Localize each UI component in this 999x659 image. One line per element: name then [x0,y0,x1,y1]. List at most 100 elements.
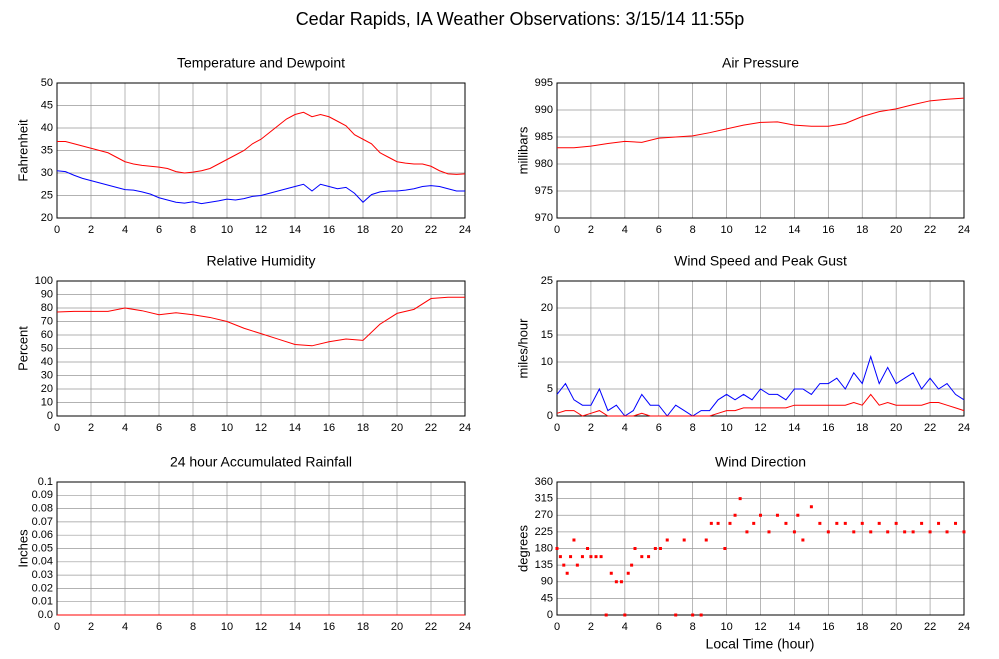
y-tick-label: 30 [41,167,53,179]
x-tick-label: 18 [856,422,868,434]
y-tick-label: 0.06 [32,529,53,541]
x-tick-label: 6 [656,224,662,236]
x-tick-label: 16 [323,224,335,236]
x-tick-label: 4 [622,224,628,236]
x-tick-label: 22 [425,621,437,633]
data-point [653,547,657,550]
x-tick-label: 18 [856,224,868,236]
x-axis-label: Local Time (hour) [706,636,815,652]
x-tick-label: 0 [54,224,60,236]
y-tick-label: 360 [535,476,553,488]
chart-title: 24 hour Accumulated Rainfall [170,454,352,470]
y-tick-label: 10 [541,356,553,368]
x-tick-label: 8 [690,224,696,236]
data-point [928,530,932,534]
x-tick-label: 4 [622,422,628,434]
y-tick-label: 980 [535,158,553,170]
x-tick-label: 2 [88,621,94,633]
x-tick-label: 12 [754,422,766,434]
x-tick-label: 2 [588,422,594,434]
data-point [877,521,881,525]
y-tick-label: 50 [41,77,53,89]
chart-title: Wind Direction [715,454,806,470]
data-point [860,521,864,525]
x-tick-label: 22 [924,224,936,236]
x-tick-label: 16 [822,621,834,633]
data-point [784,521,788,525]
x-tick-label: 10 [221,224,233,236]
data-point [709,521,713,525]
y-tick-label: 40 [41,356,53,368]
x-tick-label: 14 [788,621,800,633]
data-point [775,513,779,517]
x-tick-label: 6 [156,621,162,633]
x-tick-label: 14 [289,422,301,434]
y-tick-label: 990 [535,104,553,116]
x-tick-label: 18 [357,224,369,236]
chart-title: Temperature and Dewpoint [177,55,345,71]
data-point [623,613,627,617]
page-title: Cedar Rapids, IA Weather Observations: 3… [296,9,745,29]
x-tick-label: 14 [289,224,301,236]
x-tick-label: 16 [822,224,834,236]
x-tick-label: 20 [890,422,902,434]
data-point [565,571,569,575]
y-tick-label: 0 [547,609,553,621]
y-tick-label: 975 [535,185,553,197]
chart-title: Air Pressure [722,55,799,71]
x-tick-label: 4 [622,621,628,633]
y-tick-label: 225 [535,526,553,538]
x-tick-label: 24 [958,422,970,434]
y-tick-label: 15 [541,329,553,341]
data-point [609,571,613,575]
x-tick-label: 2 [88,224,94,236]
x-tick-label: 8 [690,422,696,434]
x-tick-label: 16 [323,422,335,434]
x-tick-label: 18 [357,422,369,434]
x-tick-label: 8 [190,621,196,633]
y-tick-label: 985 [535,131,553,143]
x-tick-label: 14 [289,621,301,633]
x-tick-label: 24 [459,224,471,236]
data-point [580,555,584,559]
x-tick-label: 2 [588,621,594,633]
data-point [614,580,618,584]
data-point [954,521,958,525]
y-tick-label: 60 [41,329,53,341]
y-tick-label: 20 [541,302,553,314]
data-point [658,547,662,550]
x-tick-label: 20 [890,621,902,633]
x-tick-label: 24 [958,224,970,236]
x-tick-label: 6 [156,224,162,236]
y-tick-label: 20 [41,212,53,224]
data-line [56,170,465,205]
x-tick-label: 8 [190,422,196,434]
data-point [920,521,924,525]
y-tick-label: 995 [535,77,553,89]
x-tick-label: 20 [391,422,403,434]
data-point [792,530,796,534]
y-tick-label: 80 [41,302,53,314]
y-tick-label: 25 [41,189,53,201]
data-point [630,563,634,567]
data-point [569,555,573,559]
x-tick-label: 20 [391,224,403,236]
x-tick-label: 14 [788,422,800,434]
data-point [665,538,669,542]
y-axis-label: millibars [515,126,530,174]
data-point [594,555,598,559]
x-tick-label: 22 [425,422,437,434]
data-point [852,530,856,534]
x-tick-label: 12 [255,621,267,633]
y-tick-label: 30 [41,369,53,381]
y-tick-label: 40 [41,122,53,134]
y-tick-label: 0.05 [32,542,53,554]
x-tick-label: 16 [323,621,335,633]
y-tick-label: 10 [41,396,53,408]
x-tick-label: 24 [459,422,471,434]
x-tick-label: 20 [890,224,902,236]
data-point [796,513,800,517]
data-point [759,513,762,517]
y-tick-label: 0.02 [32,582,53,594]
